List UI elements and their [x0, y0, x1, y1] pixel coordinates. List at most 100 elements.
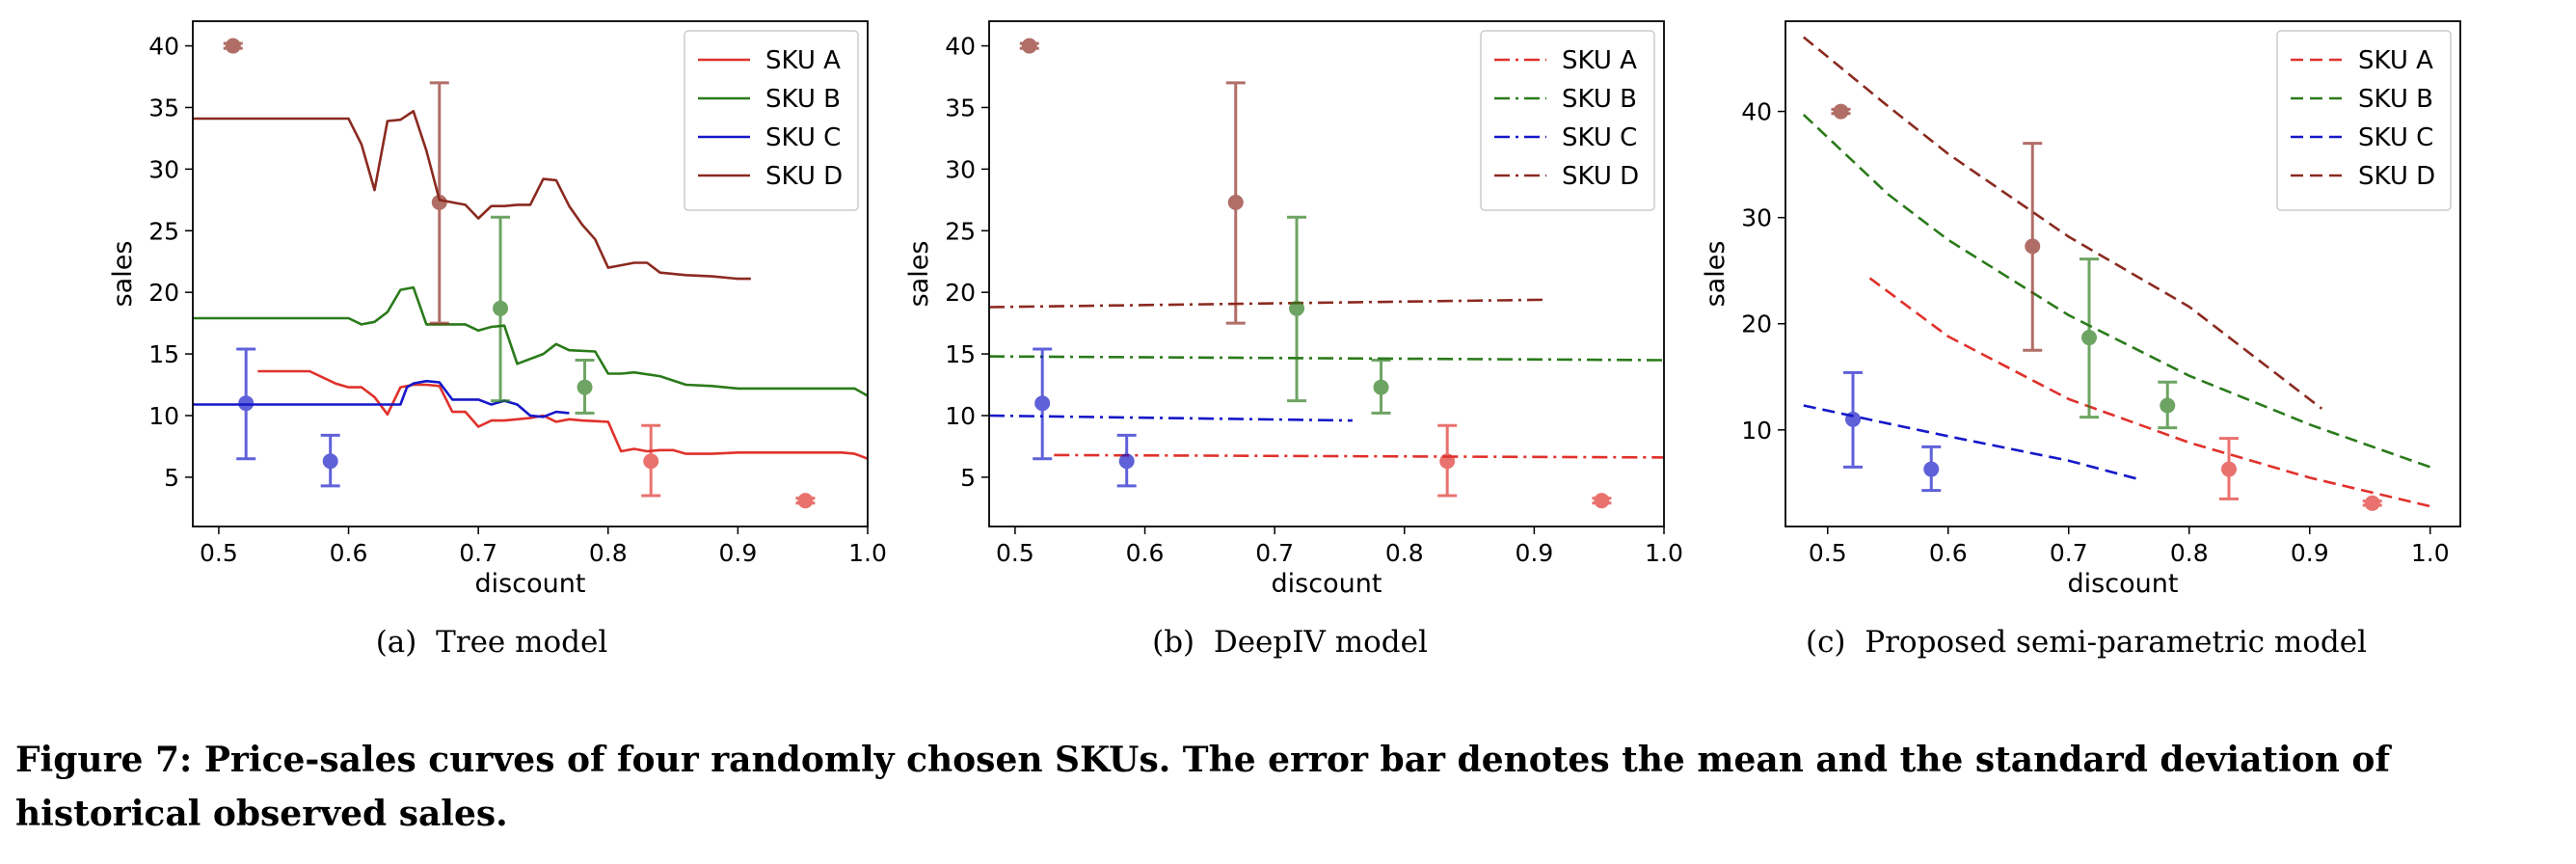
y-tick-label: 10 [945, 402, 976, 430]
x-tick-label: 0.6 [1929, 539, 1968, 567]
y-tick-label: 20 [1741, 310, 1772, 338]
y-tick-label: 40 [1741, 98, 1772, 126]
y-axis-label: sales [1701, 241, 1731, 308]
legend: SKU A SKU B SKU C SKU D [684, 30, 859, 211]
series-line-sku-b [988, 355, 1665, 362]
legend-label-sku-a: SKU A [2358, 46, 2433, 75]
y-axis-label: sales [108, 241, 138, 308]
error-bar-sku-c [320, 433, 340, 488]
legend-label-sku-b: SKU B [765, 85, 841, 114]
series-line-sku-a [257, 369, 869, 460]
y-tick-label: 40 [945, 33, 976, 61]
mean-point [493, 300, 509, 316]
x-tick-label: 0.5 [200, 539, 238, 567]
x-tick-label: 0.8 [589, 539, 628, 567]
error-bar-sku-c [1921, 445, 1942, 493]
error-bar-sku-b [1287, 215, 1307, 403]
error-bar-sku-c [1116, 433, 1137, 488]
y-tick-label: 30 [945, 155, 976, 183]
mean-point [1833, 103, 1849, 120]
x-axis-label: discount [475, 569, 586, 599]
error-bar-sku-b [2158, 380, 2178, 430]
x-axis-label: discount [2068, 569, 2179, 599]
legend-box [1480, 30, 1655, 211]
error-bar-sku-b [491, 215, 511, 403]
chart-panel-2: 0.5 0.6 0.7 0.8 0.9 1.0 5 10 15 20 25 30 35 40 discoun… [904, 20, 1683, 660]
series-line-sku-b [193, 285, 869, 397]
mean-point [797, 493, 814, 509]
mean-point [238, 395, 255, 412]
legend-label-sku-b: SKU B [1562, 85, 1637, 114]
y-tick-label: 25 [148, 217, 179, 245]
legend: SKU A SKU B SKU C SKU D [1480, 30, 1655, 211]
mean-point [1439, 453, 1456, 470]
y-tick-label: 15 [945, 340, 976, 368]
mean-point [1034, 395, 1051, 412]
mean-point [577, 379, 593, 395]
mean-point [2364, 495, 2380, 511]
legend-label-sku-d: SKU D [765, 162, 843, 191]
mean-point [2160, 397, 2176, 414]
y-tick-label: 5 [164, 464, 179, 492]
error-bar-sku-d [223, 38, 243, 54]
series-line-sku-a [1868, 277, 2431, 508]
series-line-sku-d [193, 110, 751, 281]
mean-point [1021, 38, 1037, 54]
error-bar-sku-d [2023, 142, 2043, 352]
x-tick-label: 1.0 [2411, 539, 2450, 567]
series-line-sku-c [988, 414, 1353, 422]
mean-point [225, 38, 241, 54]
error-bar-sku-c [1033, 347, 1053, 461]
mean-point [431, 194, 447, 210]
x-tick-label: 1.0 [848, 539, 887, 567]
x-tick-label: 0.7 [459, 539, 497, 567]
x-tick-label: 0.6 [1126, 539, 1165, 567]
subfigure-caption: (c) Proposed semi-parametric model [1806, 625, 2367, 660]
y-tick-label: 35 [148, 94, 179, 122]
x-tick-label: 0.9 [719, 539, 758, 567]
x-tick-label: 1.0 [1645, 539, 1683, 567]
chart-panel-3: 0.5 0.6 0.7 0.8 0.9 1.0 10 20 30 40 discount sales S… [1701, 20, 2461, 660]
legend-label-sku-a: SKU A [765, 46, 841, 75]
error-bar-sku-d [1831, 103, 1851, 120]
subfigure-caption: (a) Tree model [376, 625, 608, 660]
y-tick-label: 30 [148, 155, 179, 183]
error-bar-sku-d [429, 81, 449, 325]
series-line-sku-c [193, 379, 570, 418]
legend-box [2276, 30, 2452, 211]
legend-label-sku-a: SKU A [1562, 46, 1637, 75]
error-bar-sku-a [641, 423, 661, 498]
legend-label-sku-c: SKU C [2358, 123, 2433, 152]
x-tick-label: 0.8 [1385, 539, 1424, 567]
error-bar-sku-a [1592, 493, 1612, 509]
error-bar-sku-a [2219, 437, 2239, 500]
y-tick-label: 25 [945, 217, 976, 245]
x-tick-label: 0.9 [1516, 539, 1554, 567]
legend-label-sku-b: SKU B [2358, 85, 2433, 114]
y-tick-label: 35 [945, 94, 976, 122]
x-axis-label: discount [1272, 569, 1382, 599]
mean-point [643, 453, 659, 470]
legend-label-sku-d: SKU D [1562, 162, 1639, 191]
y-tick-label: 40 [148, 33, 179, 61]
error-bar-sku-d [1019, 38, 1039, 54]
series-line-sku-a [1054, 453, 1665, 459]
error-bar-sku-b [2080, 257, 2099, 419]
x-tick-label: 0.6 [330, 539, 368, 567]
series-line-sku-c [1803, 404, 2142, 481]
x-tick-label: 0.8 [2170, 539, 2209, 567]
mean-point [322, 453, 338, 470]
x-tick-label: 0.7 [1255, 539, 1294, 567]
error-bar-sku-b [575, 358, 595, 415]
error-bar-sku-b [1371, 358, 1391, 415]
error-bar-sku-c [236, 347, 256, 461]
plot-frame [988, 20, 1665, 527]
mean-point [1845, 411, 1861, 427]
mean-point [1289, 300, 1305, 316]
series-line-sku-b [1802, 113, 2431, 469]
x-tick-label: 0.5 [1809, 539, 1847, 567]
y-tick-label: 20 [945, 279, 976, 307]
y-axis-label: sales [904, 241, 934, 308]
y-tick-label: 5 [960, 464, 976, 492]
